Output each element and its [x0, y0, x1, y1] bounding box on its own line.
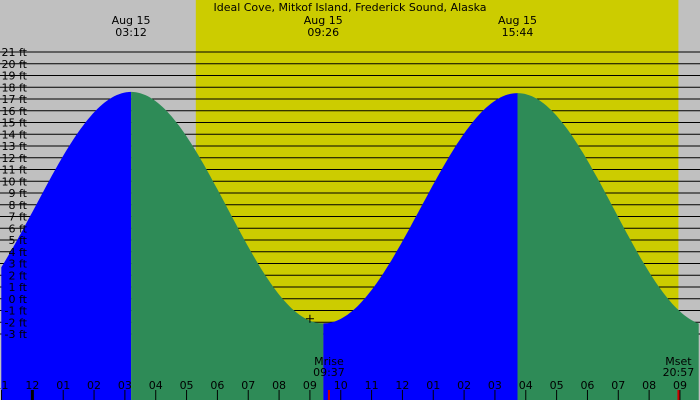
- chart-title: Ideal Cove, Mitkof Island, Frederick Sou…: [213, 1, 486, 14]
- x-tick-label: 07: [241, 379, 255, 392]
- x-tick-label: 04: [519, 379, 533, 392]
- extreme-time-label: 15:44: [502, 26, 534, 39]
- y-tick-label: 20 ft: [2, 58, 28, 71]
- y-tick-label: 18 ft: [2, 81, 28, 94]
- y-tick-label: -1 ft: [5, 305, 28, 318]
- moon-event-label: Mset: [665, 355, 692, 368]
- y-tick-label: 15 ft: [2, 117, 28, 130]
- x-tick-label: 09: [303, 379, 317, 392]
- y-tick-label: 19 ft: [2, 70, 28, 83]
- extreme-date-label: Aug 15: [304, 14, 343, 27]
- x-axis-labels: 11 12 01 02 03 04 05 06 07 08 09 10 11 12 01 02 03 04 05 06…: [0, 379, 687, 400]
- x-tick-label: 12: [25, 379, 39, 392]
- x-tick-label: 11: [0, 379, 9, 392]
- x-tick-label: 03: [118, 379, 132, 392]
- y-tick-label: 21 ft: [2, 46, 28, 59]
- y-tick-label: 4 ft: [9, 246, 28, 259]
- y-tick-label: 0 ft: [9, 293, 28, 306]
- x-tick-label: 01: [56, 379, 70, 392]
- x-tick-label: 09: [673, 379, 687, 392]
- x-tick-label: 05: [550, 379, 564, 392]
- y-tick-label: 3 ft: [9, 258, 28, 271]
- x-tick-label: 07: [611, 379, 625, 392]
- extreme-date-label: Aug 15: [498, 14, 537, 27]
- falling-tide-area: [517, 93, 699, 400]
- x-tick-label: 02: [457, 379, 471, 392]
- y-tick-label: 11 ft: [2, 164, 28, 177]
- x-tick-label: 08: [272, 379, 286, 392]
- y-tick-label: 14 ft: [2, 128, 28, 141]
- y-tick-label: 9 ft: [9, 187, 28, 200]
- x-tick-label: 08: [642, 379, 656, 392]
- y-tick-label: 7 ft: [9, 211, 28, 224]
- y-tick-label: -3 ft: [5, 328, 28, 341]
- x-tick-label: 06: [580, 379, 594, 392]
- rising-tide-area: [1, 91, 132, 400]
- extreme-time-label: 03:12: [115, 26, 147, 39]
- y-tick-label: 10 ft: [2, 175, 28, 188]
- tide-areas: [1, 91, 699, 400]
- y-tick-label: 5 ft: [9, 234, 28, 247]
- y-tick-label: 2 ft: [9, 269, 28, 282]
- y-tick-label: 13 ft: [2, 140, 28, 153]
- x-tick-label: 12: [395, 379, 409, 392]
- extreme-date-label: Aug 15: [112, 14, 151, 27]
- y-tick-label: 17 ft: [2, 93, 28, 106]
- x-tick-label: 04: [149, 379, 163, 392]
- x-tick-label: 01: [426, 379, 440, 392]
- tide-marker: [305, 314, 314, 323]
- y-tick-label: 16 ft: [2, 105, 28, 118]
- x-tick-label: 02: [87, 379, 101, 392]
- extreme-time-label: 09:26: [307, 26, 339, 39]
- x-tick-label: 06: [210, 379, 224, 392]
- moon-event-time: 09:37: [313, 366, 345, 379]
- x-tick-label: 03: [488, 379, 502, 392]
- x-tick-label: 11: [365, 379, 379, 392]
- falling-tide-area: [131, 91, 324, 400]
- moon-event-time: 20:57: [663, 366, 695, 379]
- moon-event-label: Mrise: [314, 355, 344, 368]
- x-tick-label: 10: [334, 379, 348, 392]
- y-tick-label: 6 ft: [9, 222, 28, 235]
- y-tick-label: 12 ft: [2, 152, 28, 165]
- y-tick-label: 8 ft: [9, 199, 28, 212]
- x-tick-label: 05: [180, 379, 194, 392]
- y-tick-label: 1 ft: [9, 281, 28, 294]
- rising-tide-area: [323, 93, 518, 400]
- y-tick-label: -2 ft: [5, 316, 28, 329]
